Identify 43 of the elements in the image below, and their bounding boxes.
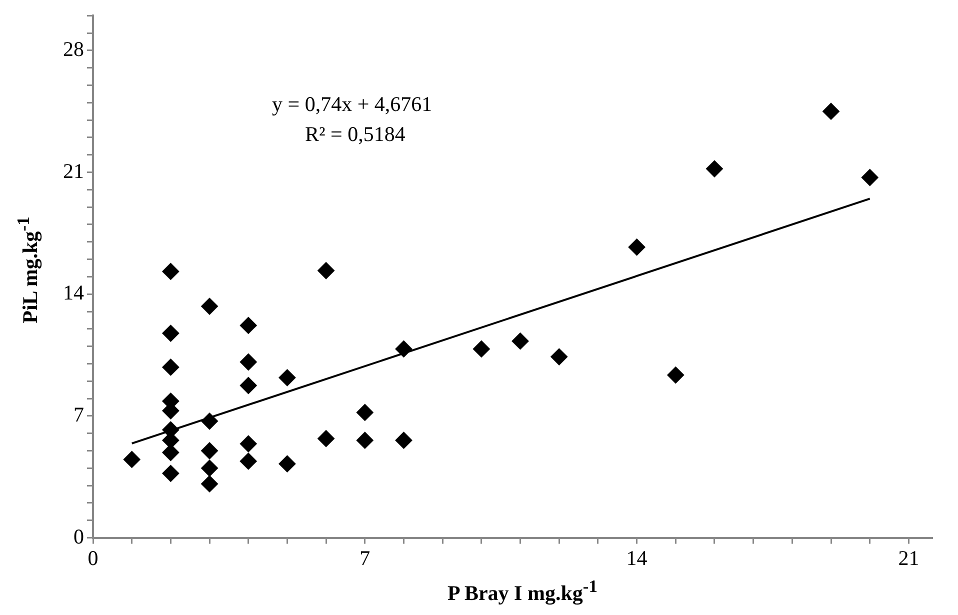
point xyxy=(162,444,180,462)
point xyxy=(201,460,218,477)
point xyxy=(356,404,374,421)
point xyxy=(201,412,218,430)
point xyxy=(395,340,412,358)
point xyxy=(240,435,257,452)
point xyxy=(318,262,335,280)
point xyxy=(861,168,878,186)
point xyxy=(123,450,140,468)
point xyxy=(472,340,490,358)
point xyxy=(162,358,180,376)
y-tick-label: 0 xyxy=(74,524,84,548)
point xyxy=(822,102,840,120)
point xyxy=(201,442,218,460)
point xyxy=(550,348,568,366)
y-tick-label: 14 xyxy=(63,280,84,305)
point xyxy=(240,376,257,394)
point xyxy=(240,353,257,370)
annotation: R² = 0,5184 xyxy=(305,122,406,147)
point xyxy=(240,452,257,470)
x-axis-title: P Bray I mg.kg$^{-1}$ xyxy=(446,576,598,606)
x-tick-label: 14 xyxy=(626,546,648,570)
point xyxy=(240,316,257,334)
point xyxy=(162,464,180,482)
point xyxy=(706,160,723,178)
point xyxy=(628,238,646,256)
x-tick-label: 7 xyxy=(360,546,370,570)
point xyxy=(395,432,412,449)
point xyxy=(318,430,335,448)
point xyxy=(667,366,684,384)
point xyxy=(162,262,180,280)
point xyxy=(201,475,218,492)
point xyxy=(162,324,180,342)
point xyxy=(201,298,218,315)
y-tick-label: 21 xyxy=(63,158,84,183)
point xyxy=(278,369,296,386)
annotation: y = 0,74x + 4,6761 xyxy=(272,92,432,117)
point xyxy=(512,332,529,350)
point xyxy=(356,432,374,449)
point xyxy=(278,455,296,472)
y-tick-label: 28 xyxy=(63,36,84,61)
y-tick-label: 7 xyxy=(74,402,84,426)
x-tick-label: 21 xyxy=(898,546,920,570)
